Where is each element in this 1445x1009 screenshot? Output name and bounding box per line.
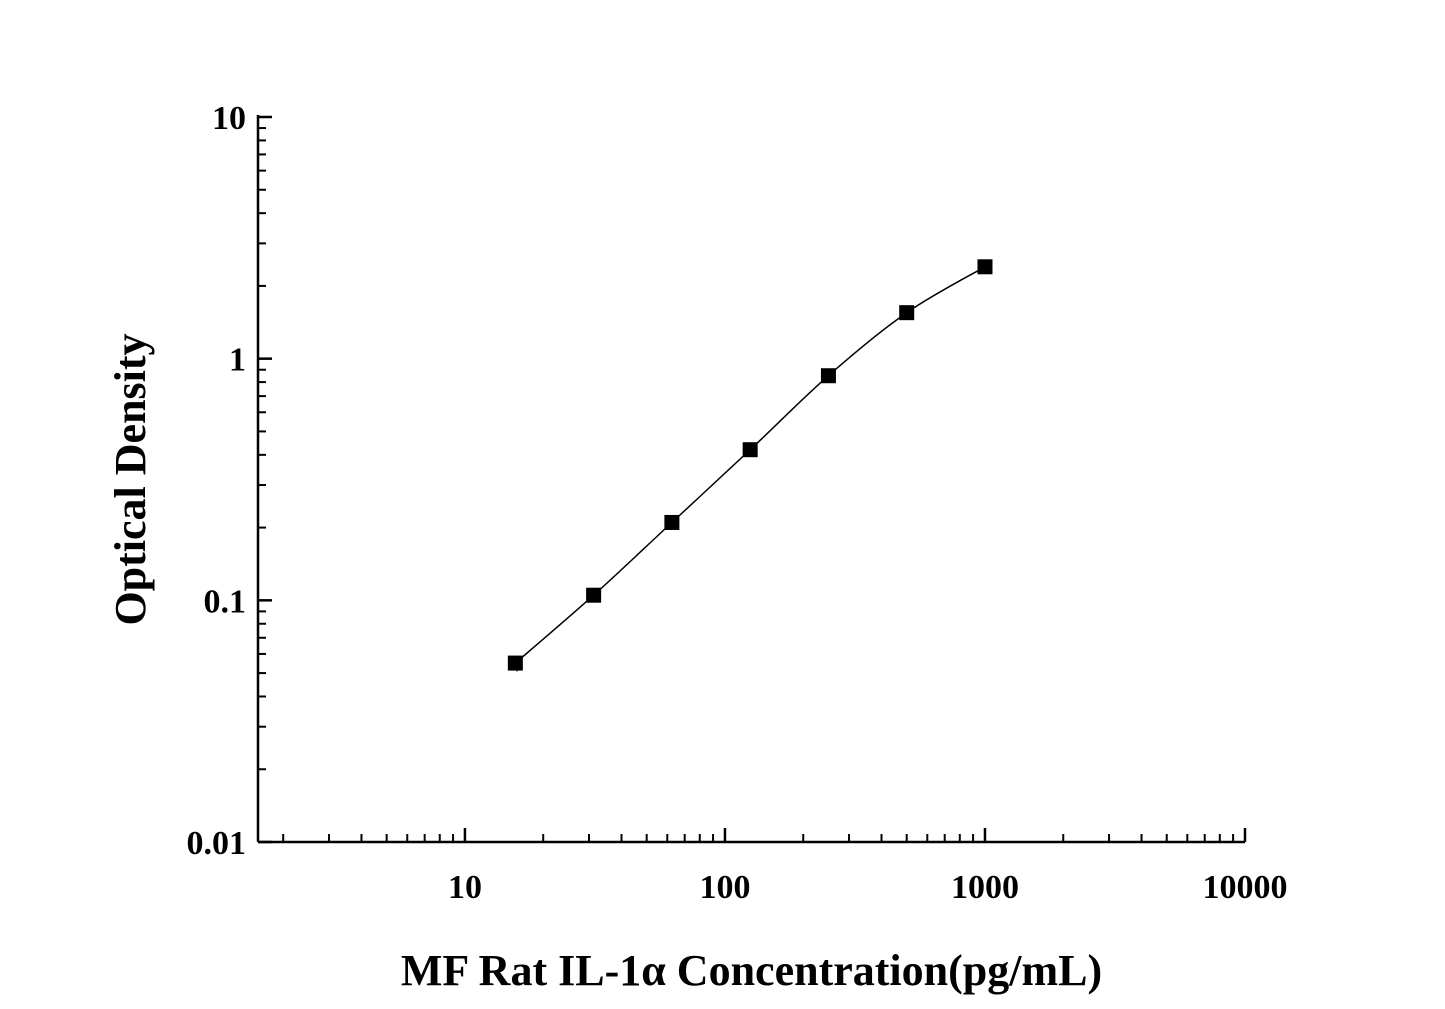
- data-point: [507, 655, 523, 671]
- x-tick-label: 10: [448, 869, 482, 906]
- data-point: [977, 259, 993, 275]
- fit-line: [514, 266, 986, 672]
- data-point: [664, 514, 680, 530]
- y-tick-label: 0.01: [187, 825, 247, 862]
- y-axis-title: Optical Density: [106, 333, 155, 625]
- data-point: [586, 587, 602, 603]
- y-tick-label: 1: [229, 342, 246, 379]
- fit-curve: [514, 266, 986, 672]
- x-tick-label: 1000: [951, 869, 1019, 906]
- y-tick-label: 0.1: [204, 583, 247, 620]
- x-tick-label: 10000: [1203, 869, 1288, 906]
- ticks: [258, 115, 1247, 844]
- x-tick-label: 100: [699, 869, 750, 906]
- data-point: [899, 305, 915, 321]
- x-axis-title: MF Rat IL-1α Concentration(pg/mL): [401, 946, 1102, 995]
- y-tick-label: 10: [212, 100, 246, 137]
- data-points: [507, 259, 993, 671]
- data-point: [820, 368, 836, 384]
- tick-labels: 10 100 1000 10000 0.01 0.1 1 10: [187, 100, 1288, 906]
- axes: [256, 115, 1245, 844]
- data-point: [742, 442, 758, 458]
